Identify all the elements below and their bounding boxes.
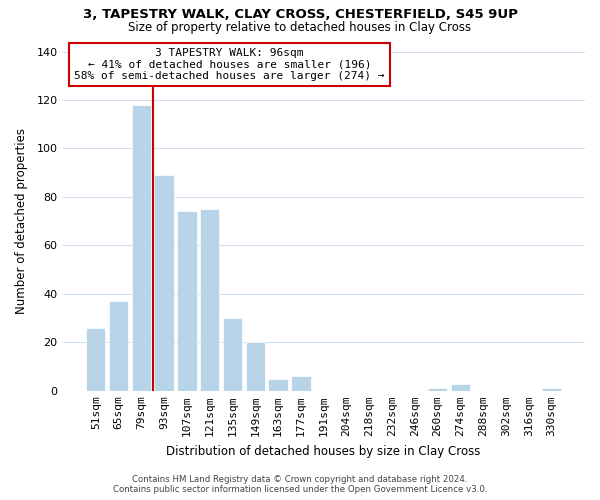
Bar bbox=[245, 342, 265, 391]
Bar bbox=[268, 378, 288, 391]
Bar bbox=[86, 328, 106, 391]
Bar bbox=[542, 388, 561, 391]
Bar bbox=[291, 376, 311, 391]
Bar bbox=[131, 105, 151, 391]
Text: 3, TAPESTRY WALK, CLAY CROSS, CHESTERFIELD, S45 9UP: 3, TAPESTRY WALK, CLAY CROSS, CHESTERFIE… bbox=[83, 8, 517, 20]
Bar bbox=[109, 301, 128, 391]
Y-axis label: Number of detached properties: Number of detached properties bbox=[15, 128, 28, 314]
Text: 3 TAPESTRY WALK: 96sqm
← 41% of detached houses are smaller (196)
58% of semi-de: 3 TAPESTRY WALK: 96sqm ← 41% of detached… bbox=[74, 48, 385, 82]
Text: Size of property relative to detached houses in Clay Cross: Size of property relative to detached ho… bbox=[128, 21, 472, 34]
X-axis label: Distribution of detached houses by size in Clay Cross: Distribution of detached houses by size … bbox=[166, 444, 481, 458]
Bar bbox=[154, 175, 174, 391]
Text: Contains HM Land Registry data © Crown copyright and database right 2024.
Contai: Contains HM Land Registry data © Crown c… bbox=[113, 474, 487, 494]
Bar bbox=[428, 388, 447, 391]
Bar bbox=[200, 209, 220, 391]
Bar bbox=[177, 212, 197, 391]
Bar bbox=[223, 318, 242, 391]
Bar bbox=[451, 384, 470, 391]
